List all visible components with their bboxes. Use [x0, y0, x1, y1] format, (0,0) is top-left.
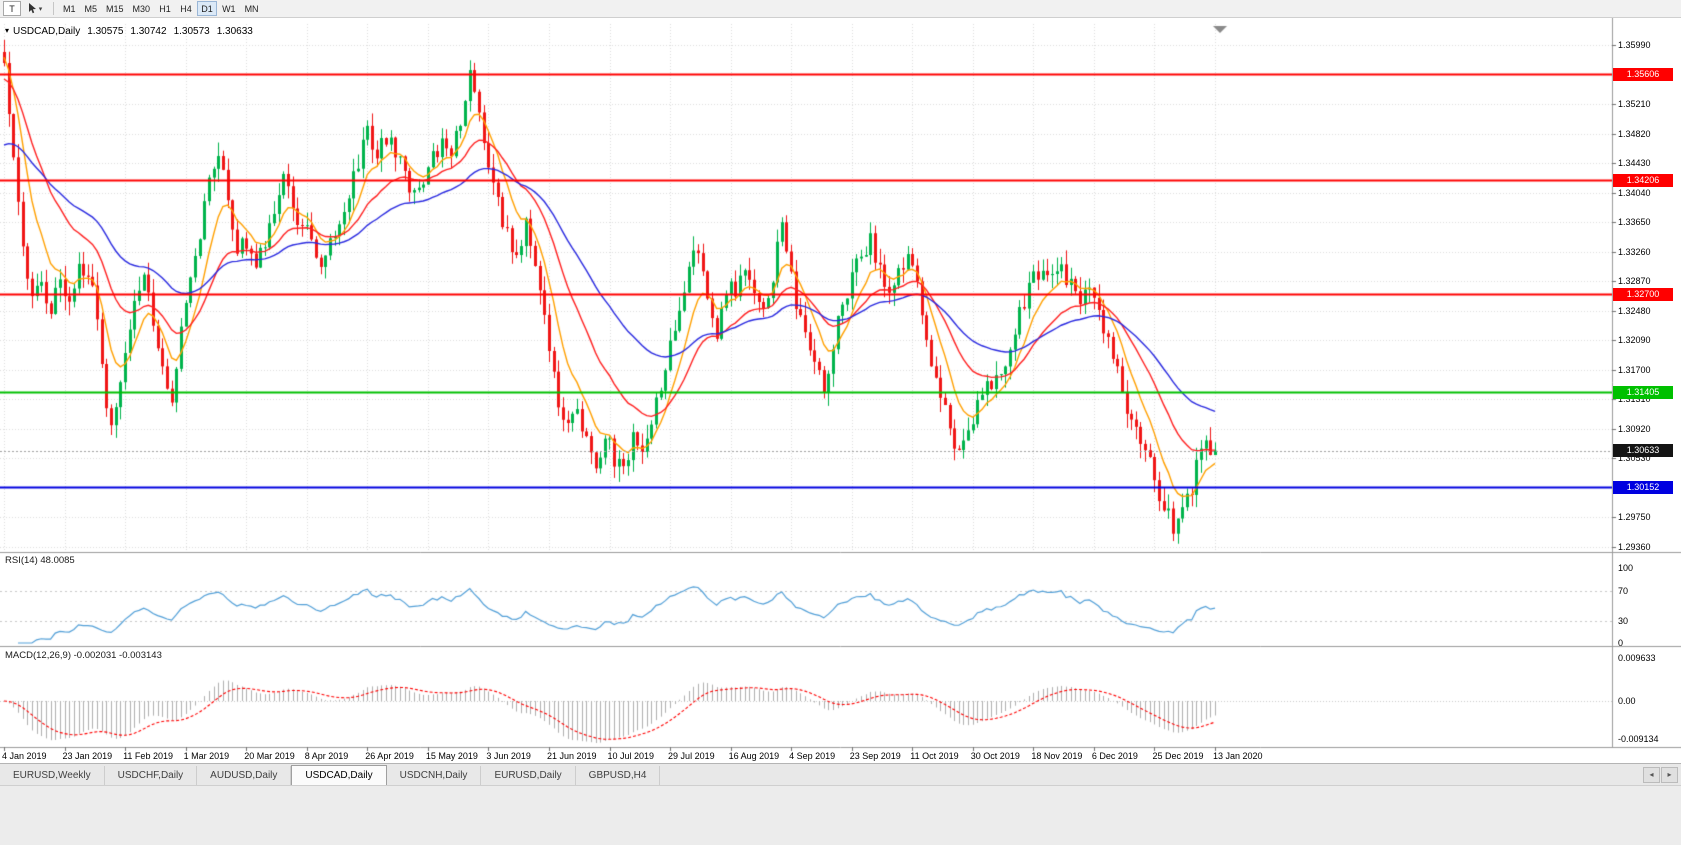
- time-axis-label: 10 Jul 2019: [607, 751, 655, 761]
- toolbar: T ▾ M1 M5 M15 M30 H1 H4 D1 W1 MN: [0, 0, 1681, 18]
- time-axis-label: 16 Aug 2019: [728, 751, 780, 761]
- timeframe-button-m30[interactable]: M30: [129, 1, 155, 16]
- time-axis-label: 30 Oct 2019: [970, 751, 1020, 761]
- dropdown-arrow-icon: ▾: [38, 5, 43, 13]
- time-axis-label: 6 Dec 2019: [1091, 751, 1138, 761]
- timeframe-group: M1 M5 M15 M30 H1 H4 D1 W1 MN: [59, 1, 263, 16]
- chart-tab-eurusd-weekly[interactable]: EURUSD,Weekly: [0, 766, 105, 785]
- time-axis-label: 23 Sep 2019: [849, 751, 901, 761]
- chart-tab-eurusd-daily[interactable]: EURUSD,Daily: [481, 766, 576, 785]
- status-bar: [0, 785, 1681, 845]
- price-axis-label: 1.33650: [1618, 217, 1651, 228]
- time-axis-label: 1 Mar 2019: [183, 751, 230, 761]
- cursor-tool-button[interactable]: ▾: [22, 1, 48, 16]
- price-level-badge: 1.35606: [1613, 68, 1673, 81]
- price-axis-label: 1.29750: [1618, 512, 1651, 523]
- rsi-axis-label: 70: [1618, 585, 1629, 596]
- current-price-badge: 1.30633: [1613, 444, 1673, 457]
- price-axis-label: 1.32480: [1618, 305, 1651, 316]
- chart-tab-usdcnh-daily[interactable]: USDCNH,Daily: [387, 766, 482, 785]
- symbol-timeframe-label: USDCAD,Daily: [13, 26, 81, 37]
- price-axis-label: 1.29360: [1618, 542, 1651, 552]
- timeframe-button-m1[interactable]: M1: [59, 1, 80, 16]
- tabs-scroll-controls: ◂ ▸: [1643, 767, 1681, 785]
- price-level-badge: 1.32700: [1613, 288, 1673, 301]
- price-axis-label: 1.32870: [1618, 276, 1651, 287]
- chart-tabs: EURUSD,Weekly USDCHF,Daily AUDUSD,Daily USD…: [0, 765, 661, 785]
- timeframe-button-d1[interactable]: D1: [197, 1, 218, 16]
- tabs-scroll-left-button[interactable]: ◂: [1643, 767, 1660, 783]
- macd-axis-label: 0.009633: [1618, 653, 1656, 663]
- close-value: 1.30633: [216, 26, 253, 37]
- time-axis-label: 21 Jun 2019: [546, 751, 597, 761]
- price-chart-canvas[interactable]: [0, 18, 1681, 763]
- chart-tab-usdchf-daily[interactable]: USDCHF,Daily: [105, 766, 198, 785]
- price-axis-label: 1.34820: [1618, 128, 1651, 139]
- time-axis-label: 11 Feb 2019: [123, 751, 173, 761]
- chart-menu-icon[interactable]: ▾: [5, 26, 10, 35]
- cursor-icon: [28, 3, 36, 14]
- time-axis-label: 15 May 2019: [425, 751, 478, 761]
- chart-tab-audusd-daily[interactable]: AUDUSD,Daily: [197, 766, 292, 785]
- text-tool-button[interactable]: T: [3, 1, 21, 16]
- timeframe-button-mn[interactable]: MN: [241, 1, 263, 16]
- macd-axis-label: 0.00: [1618, 696, 1636, 706]
- time-axis-label: 18 Nov 2019: [1031, 751, 1083, 761]
- timeframe-button-h4[interactable]: H4: [176, 1, 196, 16]
- chart-ohlc-label: ▾ USDCAD,Daily 1.30575 1.30742 1.30573 1…: [5, 26, 253, 37]
- price-axis-label: 1.32090: [1618, 335, 1651, 346]
- time-axis-label: 3 Jun 2019: [486, 751, 531, 761]
- rsi-axis-label: 100: [1618, 563, 1634, 573]
- time-axis-label: 20 Mar 2019: [244, 751, 295, 761]
- tabs-scroll-right-button[interactable]: ▸: [1661, 767, 1678, 783]
- price-level-badge: 1.30152: [1613, 481, 1673, 494]
- timeframe-button-h1[interactable]: H1: [155, 1, 175, 16]
- price-axis-label: 1.35210: [1618, 99, 1651, 110]
- chart-tabs-bar: EURUSD,Weekly USDCHF,Daily AUDUSD,Daily USD…: [0, 763, 1681, 785]
- price-axis-label: 1.35990: [1618, 40, 1651, 50]
- time-axis-label: 25 Dec 2019: [1152, 751, 1204, 761]
- chart-tab-gbpusd-h4[interactable]: GBPUSD,H4: [576, 766, 661, 785]
- time-axis-label: 8 Apr 2019: [304, 751, 349, 761]
- price-axis-label: 1.34430: [1618, 158, 1651, 169]
- price-axis-label: 1.30920: [1618, 423, 1651, 434]
- time-axis-label: 29 Jul 2019: [668, 751, 715, 761]
- rsi-indicator-label: RSI(14) 48.0085: [5, 555, 75, 566]
- timeframe-button-m5[interactable]: M5: [81, 1, 102, 16]
- time-axis-label: 11 Oct 2019: [910, 751, 959, 761]
- price-axis-label: 1.33260: [1618, 246, 1651, 257]
- rsi-axis-label: 30: [1618, 615, 1629, 626]
- price-axis-label: 1.31310: [1618, 394, 1651, 405]
- time-axis-label: 13 Jan 2020: [1213, 751, 1263, 761]
- macd-indicator-label: MACD(12,26,9) -0.002031 -0.003143: [5, 650, 162, 661]
- chart-tab-usdcad-daily[interactable]: USDCAD,Daily: [291, 765, 387, 785]
- low-value: 1.30573: [173, 26, 210, 37]
- time-axis-label: 4 Jan 2019: [2, 751, 47, 761]
- price-level-badge: 1.31405: [1613, 386, 1673, 399]
- macd-axis-label: -0.009134: [1618, 734, 1659, 744]
- high-value: 1.30742: [130, 26, 167, 37]
- timeframe-button-w1[interactable]: W1: [218, 1, 240, 16]
- price-axis-label: 1.34040: [1618, 187, 1651, 198]
- toolbar-separator: [53, 2, 54, 15]
- time-axis-label: 23 Jan 2019: [62, 751, 113, 761]
- price-axis-label: 1.30530: [1618, 453, 1651, 464]
- open-value: 1.30575: [87, 26, 124, 37]
- price-axis-label: 1.31700: [1618, 364, 1651, 375]
- timeframe-button-m15[interactable]: M15: [102, 1, 128, 16]
- time-axis-label: 26 Apr 2019: [365, 751, 414, 761]
- time-axis-label: 4 Sep 2019: [789, 751, 836, 761]
- price-level-badge: 1.34206: [1613, 174, 1673, 187]
- rsi-axis-label: 0: [1618, 638, 1624, 648]
- chart-window: ▾ USDCAD,Daily 1.30575 1.30742 1.30573 1…: [0, 18, 1681, 763]
